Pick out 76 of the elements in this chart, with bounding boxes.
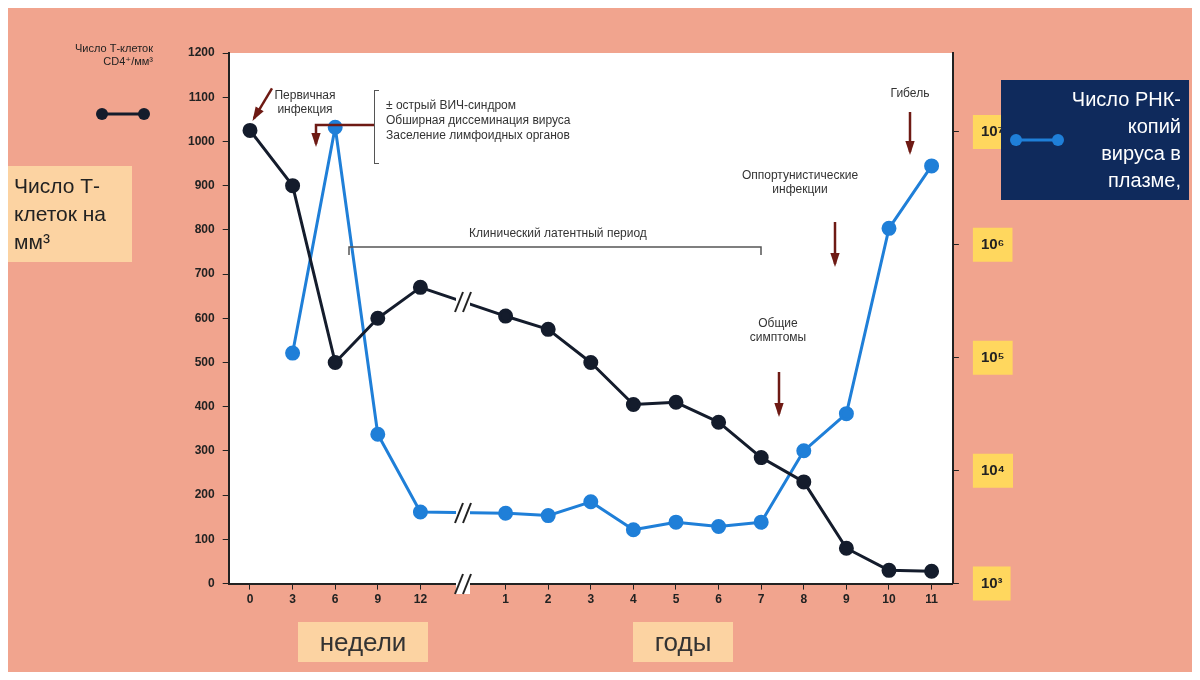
- annotation: Первичная инфекция: [273, 88, 337, 116]
- point: [711, 414, 727, 430]
- x-tick-label: 6: [331, 592, 339, 607]
- point: [285, 178, 301, 194]
- text: годы: [633, 622, 733, 662]
- point: [540, 321, 556, 337]
- x-tick-label: 10: [882, 592, 896, 607]
- text: недели: [298, 622, 428, 662]
- point: [668, 514, 684, 530]
- point: [753, 450, 769, 466]
- y2-tick-label: 10⁴: [980, 460, 1006, 478]
- point: [668, 394, 684, 410]
- y2-tick-label: 10⁵: [980, 347, 1005, 365]
- point: [583, 355, 599, 371]
- point: [242, 122, 258, 138]
- y-tick-label: 600: [194, 310, 216, 325]
- y-tick-label: 800: [194, 222, 216, 237]
- point: [625, 522, 641, 538]
- point: [583, 494, 599, 510]
- x-tick-label: 6: [715, 592, 723, 607]
- annotation: Общие симптомы: [748, 316, 808, 344]
- y-tick-label: 200: [194, 487, 216, 502]
- point: [498, 505, 514, 521]
- y-tick-label: 100: [194, 531, 216, 546]
- point: [881, 220, 897, 236]
- y2-tick-label: 10³: [980, 573, 1003, 591]
- point: [412, 504, 428, 520]
- x-tick-label: 8: [800, 592, 808, 607]
- y-tick-label: 900: [194, 177, 216, 192]
- x-tick-label: 7: [757, 592, 765, 607]
- x-tick-label: 9: [374, 592, 382, 607]
- point: [796, 443, 812, 459]
- annotation: Заселение лимфоидных органов: [386, 128, 571, 142]
- point: [838, 540, 854, 556]
- x-tick-label: 2: [544, 592, 552, 607]
- point: [753, 514, 769, 530]
- point: [498, 308, 514, 324]
- point: [540, 508, 556, 524]
- annotation: Оппортунистические инфекции: [740, 168, 860, 196]
- point: [370, 310, 386, 326]
- y-tick-label: 0: [208, 575, 216, 590]
- y2-tick-label: 10⁶: [980, 234, 1005, 252]
- point: [881, 562, 897, 578]
- y-tick-label: 1100: [188, 89, 216, 104]
- x-tick-label: 12: [413, 592, 428, 607]
- x-tick-label: 4: [630, 592, 638, 607]
- x-tick-label: 5: [672, 592, 680, 607]
- text: Число Т-клеток CD4⁺/мм³: [73, 42, 153, 68]
- legend-label: Число РНК-копий вируса в плазме,: [1071, 87, 1181, 193]
- point: [625, 397, 641, 413]
- y-tick-label: 1200: [187, 45, 216, 60]
- y-tick-label: 400: [194, 399, 216, 414]
- x-tick-label: 0: [246, 592, 254, 607]
- annotation: Гибель: [889, 86, 931, 100]
- point: [370, 426, 386, 442]
- annotation: ± острый ВИЧ-синдром: [386, 98, 517, 112]
- point: [924, 563, 940, 579]
- point: [412, 279, 428, 295]
- point: [285, 345, 301, 361]
- y-tick-label: 700: [194, 266, 216, 281]
- point: [711, 519, 727, 535]
- annotation: Клинический латентный период: [468, 226, 648, 240]
- x-tick-label: 3: [587, 592, 595, 607]
- point: [924, 158, 940, 174]
- x-tick-label: 9: [843, 592, 851, 607]
- y-tick-label: 500: [194, 354, 216, 369]
- y-tick-label: 300: [194, 443, 216, 458]
- x-tick-label: 3: [289, 592, 297, 607]
- point: [327, 355, 343, 371]
- point: [796, 474, 812, 490]
- x-tick-label: 1: [502, 592, 510, 607]
- y-tick-label: 1000: [187, 133, 216, 148]
- y-axis-title: Число Т-клеток на мм³: [8, 166, 132, 262]
- point: [838, 406, 854, 422]
- annotation: Обширная диссеминация вируса: [386, 113, 572, 127]
- x-tick-label: 11: [925, 592, 939, 607]
